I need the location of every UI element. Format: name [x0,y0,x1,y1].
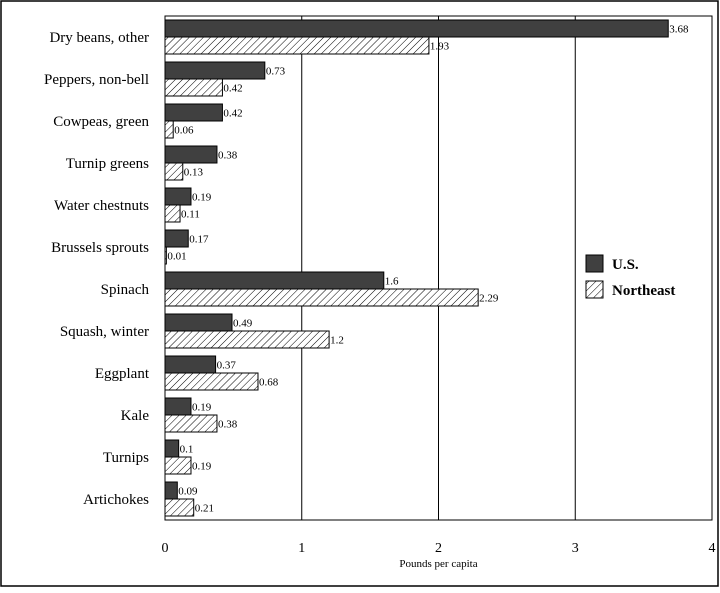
data-label: 0.19 [192,192,212,204]
category-labels: Dry beans, other Peppers, non-bell Cowpeas… [44,30,150,508]
category-label: Brussels sprouts [51,240,149,256]
data-label: 0.42 [223,108,242,120]
bar-us [164,313,233,332]
legend-swatch-northeast [585,280,604,299]
category-label: Kale [121,408,150,424]
bar-us [164,187,192,206]
bar-northeast [164,204,181,223]
data-label: 0.19 [192,461,212,473]
data-label: 0.38 [218,419,238,431]
data-label: 0.73 [266,66,286,78]
data-label: 1.6 [385,276,399,288]
bar-us [164,145,218,164]
bar-us [164,103,223,122]
category-label: Eggplant [95,366,150,382]
data-label: 0.38 [218,150,238,162]
data-label: 0.01 [167,251,186,263]
data-label: 0.11 [181,209,200,221]
bar-us [164,19,669,38]
category-label: Turnips [103,450,149,466]
bar-us [164,397,192,416]
bar-northeast [164,120,174,139]
category-label: Squash, winter [60,324,149,340]
bar-us [164,271,385,290]
x-tick-label: 2 [435,541,442,556]
bar-us [164,61,266,80]
category-label: Artichokes [83,492,149,508]
bar-northeast [164,288,479,307]
x-axis-title: Pounds per capita [399,558,477,570]
bar-us [164,481,178,500]
x-tick-labels: 0 1 2 3 4 [162,541,716,556]
category-label: Water chestnuts [54,198,149,214]
legend: U.S. Northeast [585,254,675,299]
x-tick-label: 0 [162,541,169,556]
data-label: 2.29 [479,293,499,305]
data-label: 0.1 [180,444,194,456]
data-label: 0.42 [223,83,242,95]
bar-northeast [164,36,430,55]
data-label: 0.17 [189,234,209,246]
category-label: Peppers, non-bell [44,72,149,88]
legend-swatch-us [585,254,604,273]
legend-label: U.S. [612,257,639,273]
data-label: 0.68 [259,377,279,389]
data-label: 3.68 [669,24,689,36]
data-label: 1.93 [430,41,450,53]
data-label: 0.21 [195,503,214,515]
bar-northeast [164,372,259,391]
data-label: 0.49 [233,318,253,330]
bar-northeast [164,414,218,433]
data-label: 0.06 [174,125,194,137]
data-label: 0.37 [217,360,237,372]
category-label: Spinach [101,282,150,298]
category-label: Cowpeas, green [53,114,149,130]
bar-northeast [164,330,330,349]
legend-label: Northeast [612,283,675,299]
data-label: 0.13 [184,167,204,179]
category-label: Turnip greens [66,156,149,172]
x-tick-label: 1 [298,541,305,556]
data-label: 0.19 [192,402,212,414]
bar-northeast [164,78,223,97]
gridlines [301,16,576,520]
bar-us [164,229,189,248]
bar-northeast [164,498,195,517]
bar-us [164,355,217,374]
bar-us [164,439,180,458]
bar-northeast [164,246,167,265]
data-label: 0.09 [178,486,198,498]
bar-northeast [164,456,192,475]
data-label: 1.2 [330,335,344,347]
bars: 3.681.930.730.420.420.060.380.130.190.11… [164,19,689,517]
x-tick-label: 4 [709,541,716,556]
category-label: Dry beans, other [49,30,149,46]
x-tick-label: 3 [572,541,579,556]
bar-northeast [164,162,184,181]
